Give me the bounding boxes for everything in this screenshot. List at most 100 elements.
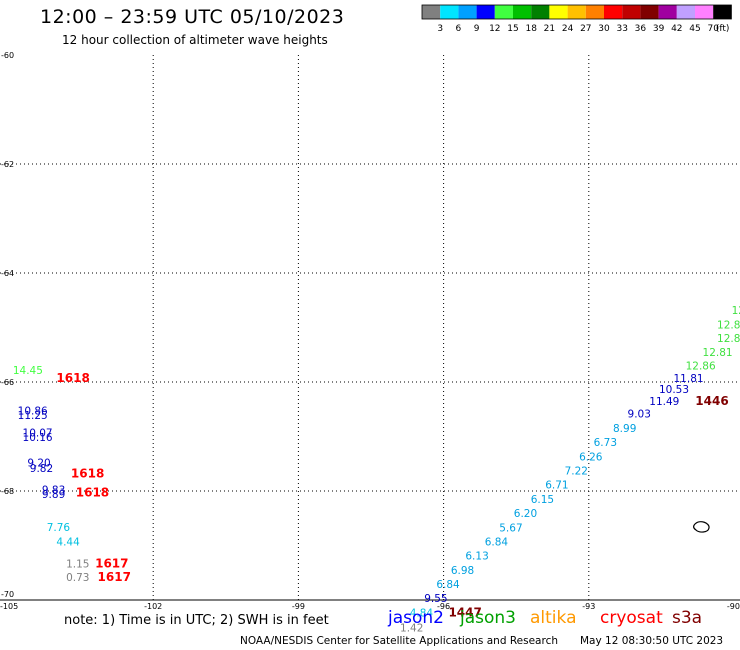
pass-time-label: 1446 xyxy=(695,394,728,408)
axis-tick-labels: -105 -102 -99 -96 -93 -90 -60 -62 -64 -66 -68 -70 xyxy=(0,51,740,611)
longitude-tick-label: -99 xyxy=(292,602,305,611)
wave-height-label: 6.71 xyxy=(545,479,568,491)
pass-time-label: 1617 xyxy=(98,570,131,584)
latitude-tick-label: -60 xyxy=(1,51,14,60)
satellite-legend-s3a: s3a xyxy=(672,608,703,628)
wave-height-label: 9.83 xyxy=(42,485,65,497)
colorbar-swatch xyxy=(695,5,714,19)
wave-height-label: 12.8 xyxy=(717,320,740,332)
colorbar-swatch xyxy=(476,5,495,19)
wave-height-label: 6.73 xyxy=(594,437,617,449)
colorbar-swatch xyxy=(604,5,623,19)
latitude-tick-label: -66 xyxy=(1,378,14,387)
colorbar-label: 45 xyxy=(689,24,700,34)
latitude-tick-label: -70 xyxy=(1,590,14,599)
pass-time-label: 1618 xyxy=(56,371,89,385)
colorbar-label: 42 xyxy=(671,24,682,34)
colorbar-swatch xyxy=(567,5,586,19)
wave-height-label: 4.84 xyxy=(410,607,434,619)
colorbar-swatch xyxy=(458,5,477,19)
map-grid xyxy=(0,55,740,601)
wave-height-label: 9.89 xyxy=(42,489,65,501)
colorbar-label: 39 xyxy=(653,24,665,34)
wave-height-label: 6.20 xyxy=(514,508,537,520)
colorbar-swatch xyxy=(422,5,441,19)
colorbar-swatch xyxy=(494,5,513,19)
wave-height-label: 10.07 xyxy=(23,428,53,440)
colorbar-label: 6 xyxy=(456,24,462,34)
colorbar-label: 36 xyxy=(635,24,647,34)
wave-height-label: 7.76 xyxy=(47,522,71,534)
footer-note: note: 1) Time is in UTC; 2) SWH is in fe… xyxy=(64,613,329,628)
satellite-legend-altika: altika xyxy=(530,608,577,628)
colorbar-swatch xyxy=(531,5,550,19)
colorbar-label: 27 xyxy=(580,24,591,34)
colorbar-label: 33 xyxy=(616,24,627,34)
pass-time-label: 1618 xyxy=(76,485,109,499)
colorbar-label: 9 xyxy=(474,24,480,34)
colorbar-label: 15 xyxy=(507,24,518,34)
wave-height-label: 9.20 xyxy=(27,457,50,469)
map-subtitle: 12 hour collection of altimeter wave hei… xyxy=(62,33,328,47)
latitude-tick-label: -62 xyxy=(1,160,14,169)
pass-time-label: 1447 xyxy=(448,605,481,619)
longitude-tick-label: -90 xyxy=(727,602,740,611)
wave-height-label: 6.15 xyxy=(531,494,554,506)
colorbar-swatch xyxy=(549,5,568,19)
wave-height-label: 0.73 xyxy=(66,572,89,584)
colorbar-label: 30 xyxy=(598,24,610,34)
wave-height-label: 14.45 xyxy=(13,365,43,377)
wave-height-label: 12.86 xyxy=(686,360,716,372)
wave-height-label: 6.26 xyxy=(579,451,603,463)
colorbar-swatch xyxy=(513,5,532,19)
pass-time-label: 1618 xyxy=(71,466,104,480)
satellite-legend-jason3: jason3 xyxy=(460,608,516,628)
wave-height-label: 10.53 xyxy=(659,384,689,396)
wave-height-label: 7.22 xyxy=(565,466,588,478)
wave-height-label: 9.82 xyxy=(30,463,53,475)
wave-height-label: 10.16 xyxy=(23,432,53,444)
wave-height-label: 12. xyxy=(732,305,740,317)
wave-height-label: 11.81 xyxy=(674,373,704,385)
satellite-legend-cryosat: cryosat xyxy=(600,608,663,628)
colorbar-label: 21 xyxy=(544,24,555,34)
colorbar-legend: 3 6 9 12 15 18 21 24 27 30 33 36 39 42 45 70(ft) xyxy=(421,4,732,34)
wave-height-label: 11.25 xyxy=(18,410,48,422)
satellite-legend-jason2: jason2 xyxy=(388,608,444,628)
colorbar-swatch xyxy=(658,5,677,19)
colorbar-swatch xyxy=(585,5,604,19)
wave-height-label: 11.49 xyxy=(649,396,679,408)
latitude-tick-label: -68 xyxy=(1,487,14,496)
colorbar-unit: (ft) xyxy=(716,24,730,34)
colorbar-label: 70 xyxy=(707,24,719,34)
wave-height-label: 12.81 xyxy=(703,347,733,359)
longitude-tick-label: -105 xyxy=(0,602,18,611)
colorbar-label: 24 xyxy=(562,24,574,34)
credit-text: NOAA/NESDIS Center for Satellite Applica… xyxy=(240,635,558,647)
colorbar-swatch xyxy=(713,5,732,19)
colorbar-label: 3 xyxy=(437,24,443,34)
wave-height-label: 10.86 xyxy=(18,406,48,418)
colorbar-swatch xyxy=(676,5,695,19)
wave-height-label: 6.98 xyxy=(451,565,474,577)
wave-height-label: 9.55 xyxy=(424,593,447,605)
wave-height-label: 6.13 xyxy=(465,551,488,563)
longitude-tick-label: -102 xyxy=(144,602,162,611)
map-title: 12:00 – 23:59 UTC 05/10/2023 xyxy=(40,6,345,28)
wave-height-label: 1.15 xyxy=(66,558,89,570)
wave-height-label: 12.80 xyxy=(717,333,740,345)
longitude-tick-label: -93 xyxy=(582,602,595,611)
wave-height-label: 4.44 xyxy=(56,537,80,549)
wave-height-label: 6.84 xyxy=(436,579,460,591)
colorbar-swatch xyxy=(440,5,459,19)
latitude-tick-label: -64 xyxy=(1,269,14,278)
colorbar-label: 18 xyxy=(525,24,537,34)
colorbar-label: 12 xyxy=(489,24,500,34)
wave-height-label: 9.03 xyxy=(628,408,651,420)
longitude-tick-label: -96 xyxy=(437,602,450,611)
wave-height-label: 5.67 xyxy=(499,522,522,534)
colorbar-swatch xyxy=(622,5,641,19)
wave-height-label: 6.84 xyxy=(485,537,509,549)
